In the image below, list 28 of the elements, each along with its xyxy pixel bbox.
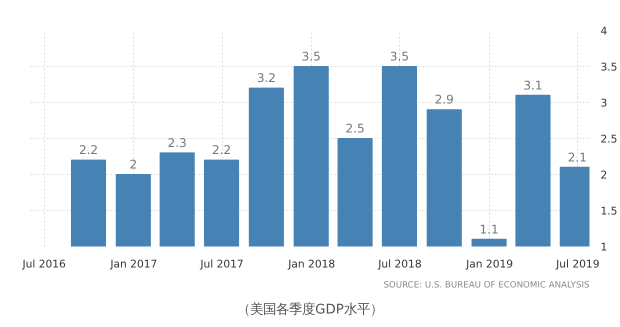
data-label: 3.5 [390, 50, 409, 64]
y-tick-label: 4 [600, 24, 608, 38]
data-label: 2.1 [568, 150, 587, 164]
data-label: 3.2 [256, 71, 276, 86]
data-label: 3.5 [302, 50, 321, 64]
data-label: 3.1 [523, 78, 543, 92]
data-label: 1.1 [480, 222, 499, 236]
x-tick-label: Jul 2016 [21, 258, 66, 270]
x-tick-label: Jan 2017 [109, 258, 158, 270]
y-tick-label: 2.5 [600, 132, 618, 146]
data-label: 2.5 [346, 122, 365, 136]
data-label: 2 [130, 158, 138, 172]
data-label: 2.9 [434, 92, 454, 107]
source-note: SOURCE: U.S. BUREAU OF ECONOMIC ANALYSIS [383, 280, 590, 290]
y-tick-label: 2 [600, 168, 608, 182]
y-tick-label: 3 [600, 96, 608, 110]
x-tick-label: Jul 2017 [199, 258, 244, 270]
data-label: 2.2 [212, 143, 232, 158]
y-tick-label: 3.5 [600, 60, 618, 74]
data-label: 2.3 [168, 136, 187, 150]
x-tick-label: Jul 2019 [555, 258, 600, 270]
x-tick-label: Jul 2018 [377, 258, 422, 270]
x-tick-label: Jan 2018 [287, 258, 336, 270]
data-label: 2.2 [78, 143, 98, 158]
y-tick-label: 1 [600, 240, 608, 254]
text: （美国各季度GDP水平） [237, 302, 383, 318]
y-tick-label: 1.5 [600, 204, 618, 218]
x-tick-label: Jan 2019 [465, 258, 514, 270]
